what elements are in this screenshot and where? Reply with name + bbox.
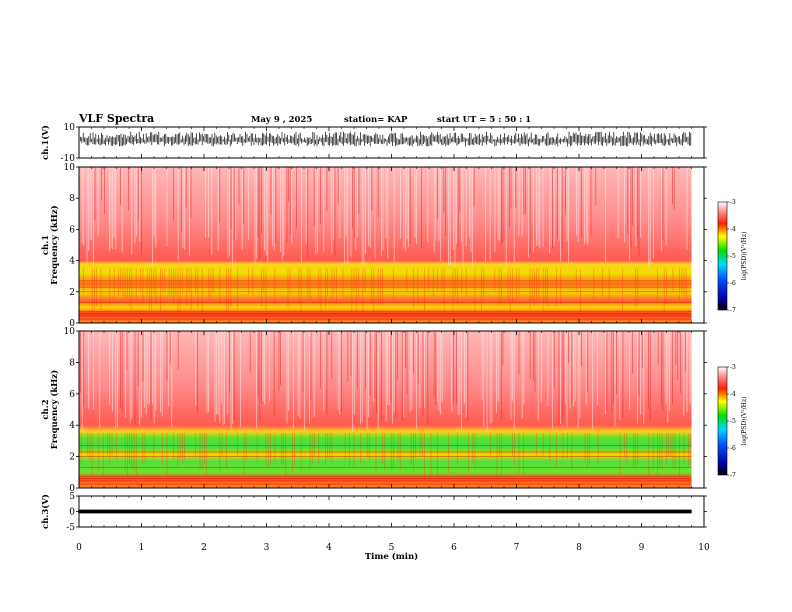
ch2-spectrogram-panel: 0 2 4 6 8 10 ch.2 Frequency (kHz) <box>41 327 707 494</box>
station-label: station= KAP <box>344 115 408 125</box>
x-tick-label: 9 <box>639 543 645 553</box>
y-tick-label: 10 <box>64 123 76 133</box>
time-axis: 0 1 2 3 4 5 6 7 8 9 10 Time (min) <box>76 543 710 562</box>
y-tick-label: 2 <box>69 288 75 298</box>
y-tick-label: 6 <box>69 225 75 235</box>
y-tick-label: 4 <box>69 257 75 267</box>
waveform-trace <box>78 131 692 147</box>
x-tick-label: 2 <box>201 543 207 553</box>
y-tick-label: 6 <box>69 390 75 400</box>
y-tick-label: -10 <box>61 154 76 164</box>
x-tick-label: 8 <box>576 543 582 553</box>
x-axis-label: Time (min) <box>365 551 418 562</box>
y-axis-label: ch.1(V) <box>40 125 51 160</box>
colorbar-tick-label: -5 <box>730 253 736 260</box>
colorbar-tick-label: -5 <box>730 418 736 425</box>
ch2-colorbar: -3 -4 -5 -6 -7 log(PSD)(V²/Hz) <box>717 364 748 479</box>
y-tick-label: 10 <box>64 327 76 337</box>
ch1-waveform-panel: 10 -10 ch.1(V) <box>40 123 707 164</box>
colorbar-tick-label: -3 <box>730 364 736 371</box>
y-axis-label: Frequency (kHz) <box>49 205 60 284</box>
colorbar-scale <box>717 201 728 311</box>
colorbar-label: log(PSD)(V²/Hz) <box>741 397 748 446</box>
y-axis-label: Frequency (kHz) <box>49 370 60 449</box>
y-tick-label: 0 <box>69 484 75 494</box>
waveform-band <box>79 509 692 514</box>
ch3-waveform-panel: 5 0 -5 ch.3(V) <box>40 492 707 533</box>
spectrogram-streaks-dark <box>94 167 675 259</box>
start-time-label: start UT = 5 : 50 : 1 <box>437 115 531 125</box>
x-tick-label: 10 <box>698 543 710 553</box>
x-tick-label: 0 <box>76 543 82 553</box>
spectrogram-streaks-dark <box>80 331 686 425</box>
colorbar-tick-label: -6 <box>730 445 736 452</box>
colorbar-tick-label: -4 <box>730 391 736 398</box>
y-tick-label: 8 <box>69 358 75 368</box>
date-label: May 9 , 2025 <box>251 115 312 125</box>
y-tick-label: 4 <box>69 421 75 431</box>
x-tick-label: 1 <box>139 543 145 553</box>
x-tick-label: 4 <box>326 543 332 553</box>
colorbar-label: log(PSD)(V²/Hz) <box>741 232 748 281</box>
y-axis-label: ch.3(V) <box>40 494 51 529</box>
y-tick-label: 2 <box>69 453 75 463</box>
colorbar-tick-label: -6 <box>730 280 736 287</box>
spectrogram-image <box>79 331 692 488</box>
x-tick-label: 7 <box>514 543 520 553</box>
y-tick-label: 0 <box>69 319 75 329</box>
colorbar-tick-label: -7 <box>730 307 736 314</box>
y-tick-label: 5 <box>69 492 75 502</box>
ch1-spectrogram-panel: 0 2 4 6 8 10 ch.1 Frequency (kHz) <box>41 163 707 329</box>
ch1-colorbar: -3 -4 -5 -6 -7 log(PSD)(V²/Hz) <box>717 199 748 314</box>
x-tick-label: 3 <box>264 543 270 553</box>
spectrogram-streaks-light <box>81 331 691 432</box>
x-tick-label: 6 <box>451 543 457 553</box>
spectrogram-image <box>79 167 692 323</box>
y-tick-label: 8 <box>69 194 75 204</box>
y-tick-label: 10 <box>64 163 76 173</box>
y-tick-label: -5 <box>66 523 75 533</box>
y-axis-label: ch.1 <box>41 235 51 255</box>
y-tick-label: 0 <box>69 508 75 518</box>
colorbar-tick-label: -4 <box>730 226 736 233</box>
x-tick-label: 5 <box>389 543 395 553</box>
figure-title: VLF Spectra <box>78 112 154 125</box>
y-axis-label: ch.2 <box>41 399 51 419</box>
colorbar-scale <box>717 366 728 476</box>
colorbar-tick-label: -3 <box>730 199 736 206</box>
colorbar-tick-label: -7 <box>730 472 736 479</box>
